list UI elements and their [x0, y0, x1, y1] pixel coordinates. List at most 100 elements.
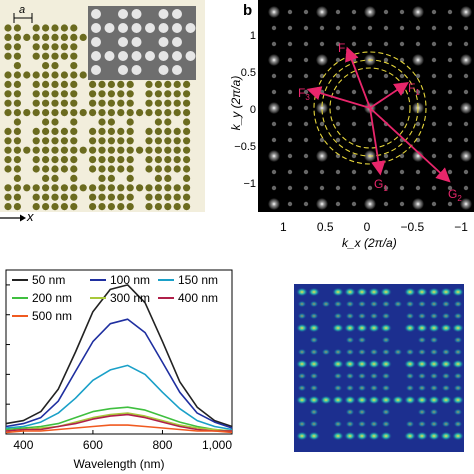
diffraction-spot	[319, 41, 325, 47]
scale-marker	[13, 13, 33, 23]
field-hotspot	[357, 336, 367, 344]
sem-particle	[118, 37, 128, 47]
sem-particle	[91, 51, 101, 61]
particle	[164, 193, 172, 201]
field-hotspot	[357, 420, 367, 428]
sem-particle	[185, 23, 196, 33]
y-ticks	[6, 284, 10, 405]
k-circles	[313, 51, 427, 165]
series-lines	[5, 284, 233, 434]
particle	[107, 174, 115, 182]
diffraction-spot	[367, 41, 373, 47]
particle	[89, 156, 97, 164]
particle	[51, 137, 59, 145]
particle	[32, 90, 40, 98]
field-hotspot	[404, 323, 416, 333]
particle	[89, 109, 97, 117]
diffraction-spot	[271, 169, 277, 175]
field-hotspot	[309, 300, 319, 308]
particle	[13, 165, 21, 173]
sem-particle	[118, 23, 128, 33]
y-tick: 0.5	[240, 67, 256, 79]
diffraction-spot	[367, 89, 373, 95]
particle	[89, 90, 97, 98]
particle	[42, 90, 50, 98]
particle	[89, 127, 97, 135]
diffraction-spot	[383, 9, 389, 15]
particle	[70, 80, 78, 88]
particle	[183, 137, 191, 145]
field-hotspot	[344, 431, 356, 441]
particle	[183, 184, 191, 192]
field-hotspot	[429, 336, 439, 344]
diffraction-spot	[351, 169, 357, 175]
particle	[117, 99, 125, 107]
panel-b-y-axis: k_y (2π/a) 1 0.5 0 −0.5 −1	[220, 0, 258, 212]
field-hotspot	[429, 384, 439, 392]
x-tick: 1	[280, 220, 287, 234]
diffraction-spot	[431, 137, 437, 143]
diffraction-spot	[271, 121, 277, 127]
diffraction-spot	[319, 121, 325, 127]
reciprocal-vectors	[306, 46, 451, 183]
diffraction-spot	[447, 9, 453, 15]
particle	[164, 174, 172, 182]
particle	[51, 71, 59, 79]
diffraction-spot	[316, 6, 328, 18]
diffraction-spot	[463, 89, 469, 95]
particle	[107, 203, 115, 211]
field-hotspot	[297, 300, 307, 308]
diffraction-spot	[319, 169, 325, 175]
field-hotspot	[296, 431, 308, 441]
series-line	[5, 406, 233, 432]
particle	[107, 90, 115, 98]
particle	[117, 156, 125, 164]
particle	[32, 99, 40, 107]
field-hotspot	[453, 300, 463, 308]
field-hotspot	[452, 395, 464, 405]
particle	[79, 184, 87, 192]
sem-particle	[91, 37, 101, 47]
particle	[117, 90, 125, 98]
particle	[70, 33, 78, 42]
x-tick-labels: 1 0.5 0 −0.5 −1	[280, 220, 468, 234]
field-hotspot	[333, 420, 343, 428]
particle	[145, 203, 153, 211]
label-g2: G2	[448, 187, 462, 203]
particle	[60, 90, 68, 98]
particle	[51, 146, 59, 154]
panel-c-spectra-chart: 400 600 800 1,000 50 nm 100 nm 150 nm 200 nm 30…	[0, 262, 240, 474]
particle	[32, 203, 40, 211]
field-hotspot	[357, 348, 367, 356]
field-hotspot	[417, 384, 427, 392]
particle	[183, 165, 191, 173]
field-hotspot	[308, 359, 320, 369]
diffraction-spot	[447, 137, 453, 143]
particle	[42, 109, 50, 117]
field-hotspot	[296, 323, 308, 333]
diffraction-spot	[316, 198, 328, 210]
field-hotspot	[356, 287, 368, 297]
diffraction-spot	[287, 57, 293, 63]
field-hotspot	[369, 312, 379, 320]
field-hotspot	[417, 348, 427, 356]
panel-b-x-axis: 1 0.5 0 −0.5 −1 k_x (2π/a)	[258, 214, 474, 254]
field-hotspot	[380, 431, 392, 441]
field-hotspot	[321, 348, 331, 356]
particle	[70, 99, 78, 107]
diffraction-spot	[415, 73, 421, 79]
particle	[23, 33, 31, 42]
particle	[126, 127, 134, 135]
particle	[4, 146, 12, 154]
diffraction-spot	[383, 25, 389, 31]
particle	[42, 80, 50, 88]
field-hotspot	[452, 287, 464, 297]
particle	[51, 43, 59, 51]
particle	[60, 137, 68, 145]
diffraction-spot	[271, 73, 277, 79]
particle	[42, 24, 50, 32]
field-hotspot	[368, 287, 380, 297]
particle	[4, 203, 12, 211]
particle	[32, 156, 40, 164]
particle	[126, 146, 134, 154]
